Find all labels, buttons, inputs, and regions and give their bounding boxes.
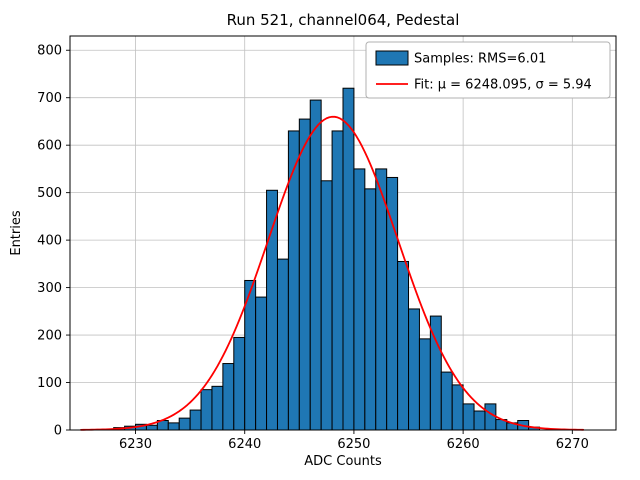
histogram-bar: [189, 409, 202, 431]
histogram-bar: [353, 168, 366, 431]
histogram-bar: [418, 338, 431, 431]
histogram-bar: [145, 424, 158, 431]
y-tick-label: 600: [37, 139, 62, 154]
x-tick-label: 6260: [447, 437, 480, 452]
y-tick-label: 100: [37, 376, 62, 391]
chart-title: Run 521, channel064, Pedestal: [227, 11, 460, 29]
x-tick-label: 6250: [337, 437, 370, 452]
x-axis-label: ADC Counts: [304, 454, 382, 469]
x-tick-label: 6230: [119, 437, 152, 452]
histogram-bar: [451, 384, 464, 431]
x-tick-label: 6270: [556, 437, 589, 452]
histogram-bar: [211, 385, 224, 431]
histogram-bar: [255, 296, 268, 431]
histogram-bar: [386, 176, 399, 431]
histogram-bar: [408, 308, 420, 431]
histogram-bar: [200, 389, 213, 431]
histogram-bar: [484, 403, 497, 431]
y-tick-label: 200: [37, 329, 62, 344]
histogram-bars-layer: [113, 87, 541, 431]
histogram-bar: [167, 422, 180, 431]
histogram-bar: [342, 87, 355, 431]
histogram-bar: [276, 258, 289, 431]
ticks-layer: 6230 6240 6250 6260 6270 0 100 200 300 400 500 600 7…: [37, 44, 589, 452]
legend-box: [365, 41, 611, 99]
histogram-bar: [440, 371, 453, 431]
histogram-bar: [331, 130, 344, 431]
axes-frame: [69, 35, 617, 431]
y-tick-label: 0: [54, 424, 62, 439]
y-tick-label: 700: [37, 91, 62, 106]
y-tick-label: 400: [37, 234, 62, 249]
x-tick-label: 6240: [228, 437, 261, 452]
legend: Samples: RMS=6.01 Fit: μ = 6248.095, σ =…: [365, 41, 611, 99]
legend-samples-label: Samples: RMS=6.01: [414, 52, 546, 67]
histogram-bar: [178, 417, 191, 431]
histogram-bar: [364, 188, 377, 431]
histogram-bar: [473, 410, 486, 431]
y-tick-label: 300: [37, 281, 62, 296]
histogram-bar: [397, 260, 410, 431]
histogram-bar: [375, 168, 388, 431]
gaussian-fit-curve: [80, 115, 585, 431]
y-axis-label: Entries: [9, 210, 24, 256]
histogram-bar: [462, 403, 475, 431]
histogram-bar: [233, 336, 246, 431]
legend-samples-swatch: [375, 50, 409, 66]
legend-fit-label: Fit: μ = 6248.095, σ = 5.94: [414, 78, 592, 93]
y-tick-label: 500: [37, 186, 62, 201]
y-tick-label: 800: [37, 44, 62, 59]
histogram-bar: [320, 180, 333, 431]
histogram-bar: [287, 130, 300, 431]
histogram-bar: [298, 118, 311, 431]
histogram-bar: [222, 363, 235, 431]
histogram-bar: [309, 99, 322, 431]
